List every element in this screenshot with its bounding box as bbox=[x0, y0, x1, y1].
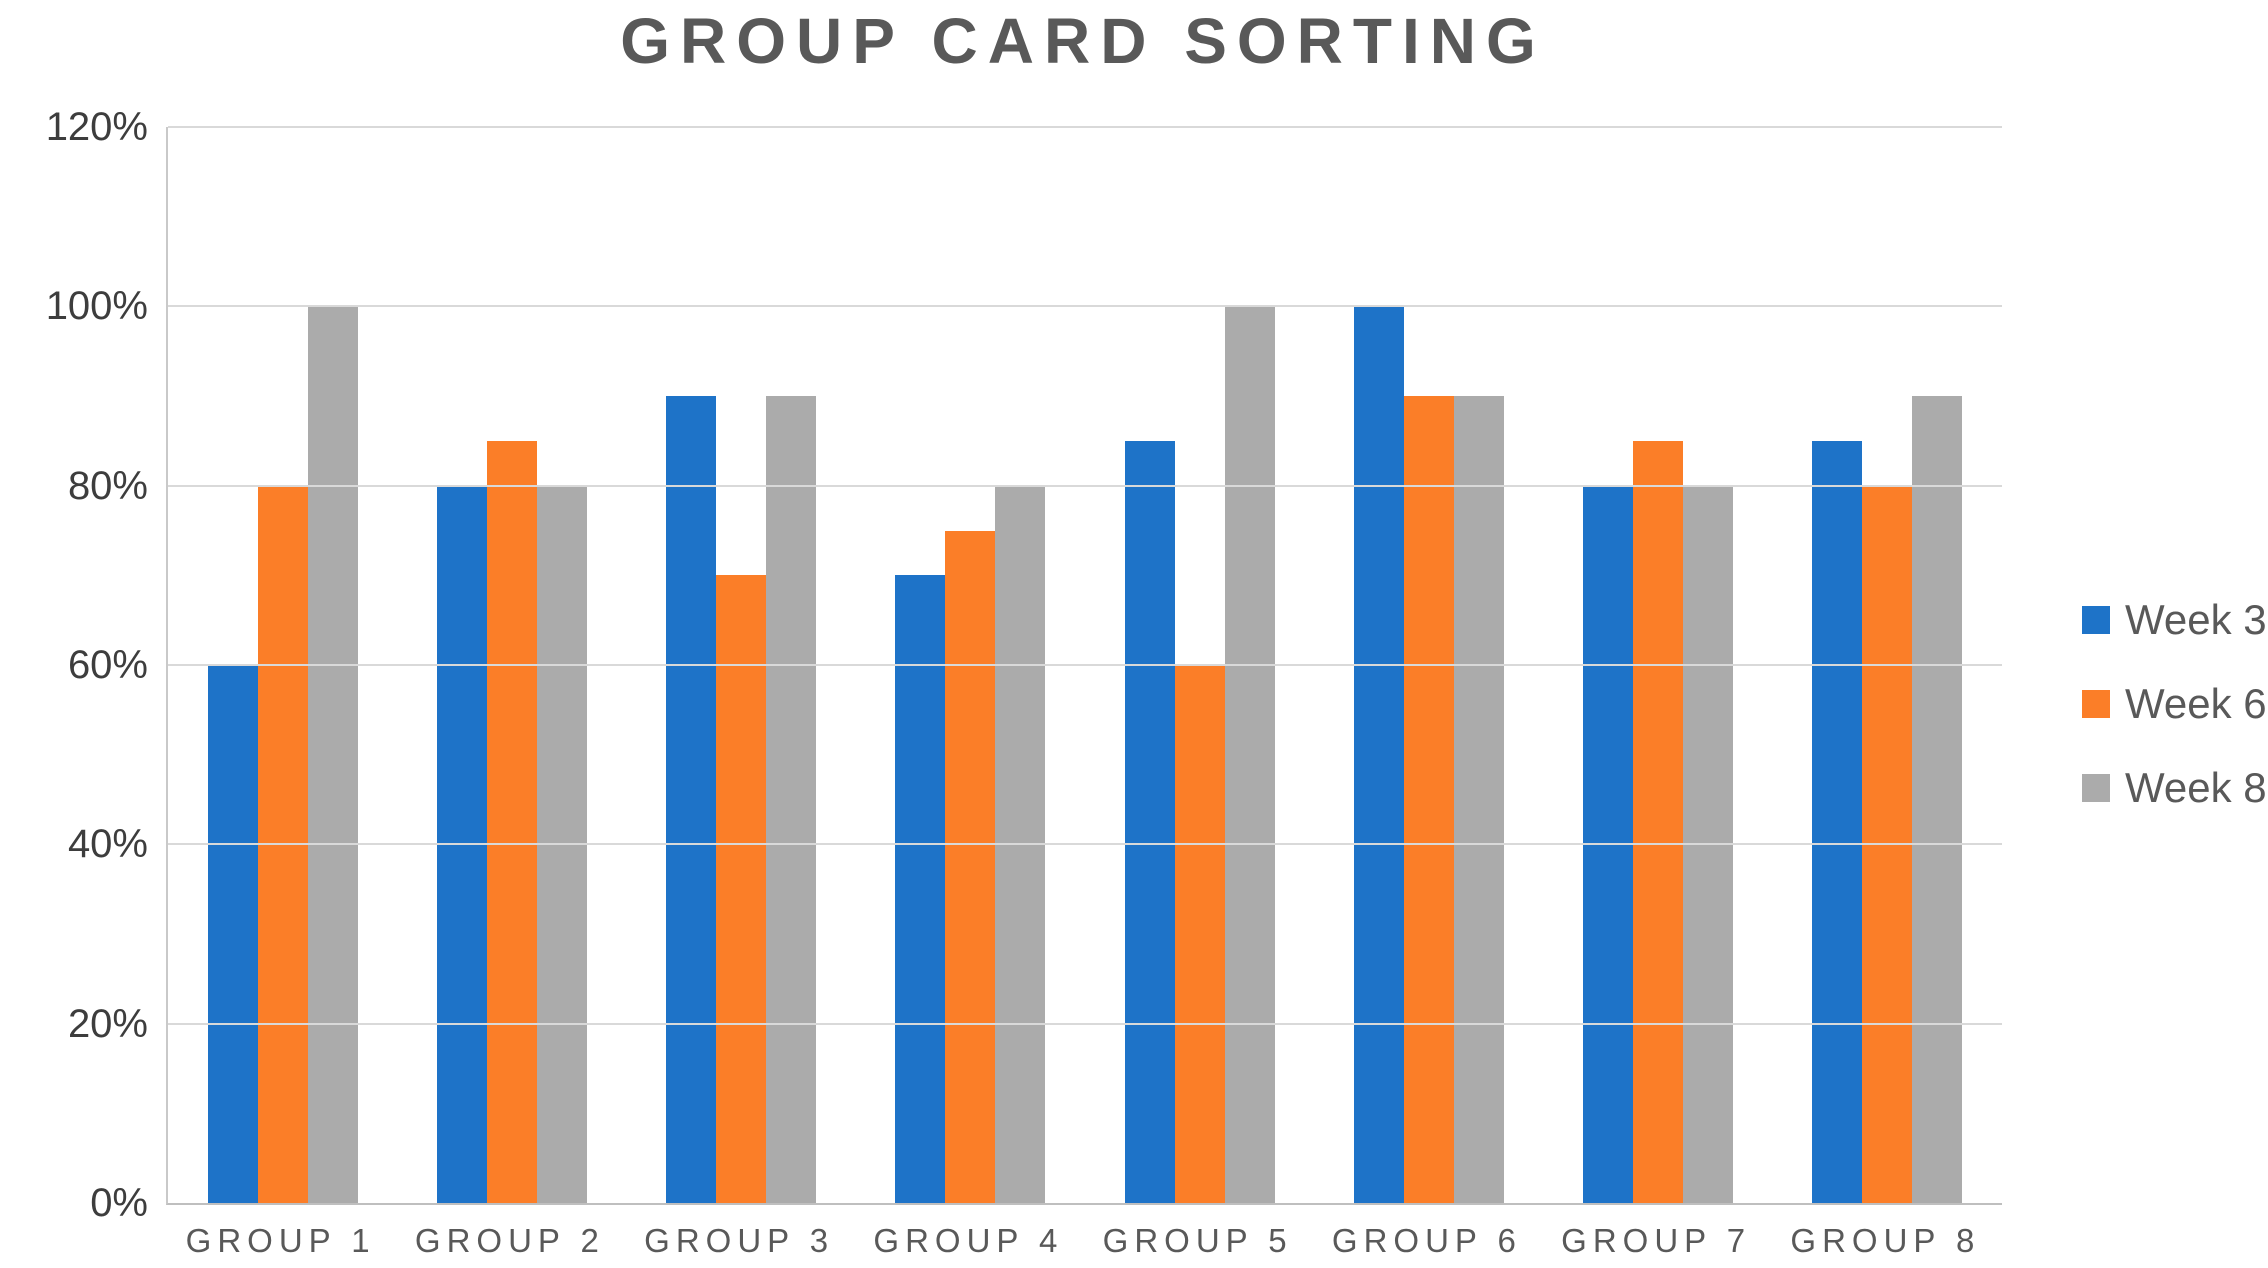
legend-item-week-3: Week 3 bbox=[2082, 596, 2267, 644]
bar-groups bbox=[168, 127, 2002, 1203]
x-label-group-3: GROUP 3 bbox=[644, 1222, 835, 1259]
x-label-group-5: GROUP 5 bbox=[1102, 1222, 1293, 1259]
x-label-group-2: GROUP 2 bbox=[414, 1222, 605, 1259]
x-label-group-6: GROUP 6 bbox=[1331, 1222, 1522, 1259]
legend-swatch-week-8 bbox=[2082, 774, 2110, 802]
bar-week-8-group-3 bbox=[766, 396, 817, 1203]
legend-item-week-8: Week 8 bbox=[2082, 764, 2267, 812]
bar-week-3-group-1 bbox=[207, 665, 258, 1203]
gridline-80 bbox=[168, 484, 2002, 487]
x-label-group-1: GROUP 1 bbox=[185, 1222, 376, 1259]
chart-title: GROUP CARD SORTING bbox=[620, 5, 1546, 77]
bar-week-6-group-6 bbox=[1403, 396, 1454, 1203]
bar-week-3-group-6 bbox=[1353, 306, 1404, 1203]
bar-group-group-6 bbox=[1314, 127, 1543, 1203]
gridline-40 bbox=[168, 843, 2002, 846]
bar-week-6-group-4 bbox=[945, 530, 996, 1203]
bar-week-3-group-3 bbox=[666, 396, 717, 1203]
bar-week-6-group-2 bbox=[486, 440, 537, 1203]
x-label-group-8: GROUP 8 bbox=[1790, 1222, 1981, 1259]
bar-week-3-group-4 bbox=[895, 575, 946, 1203]
x-label-group-4: GROUP 4 bbox=[873, 1222, 1064, 1259]
y-axis-tick-labels: 120% 100% 80% 60% 40% 20% 0% bbox=[0, 107, 148, 1223]
y-tick-label-0: 0% bbox=[90, 1181, 148, 1225]
bar-week-6-group-3 bbox=[716, 575, 767, 1203]
bar-week-8-group-5 bbox=[1224, 306, 1275, 1203]
y-tick-label-40: 40% bbox=[67, 822, 148, 867]
y-tick-label-120: 120% bbox=[45, 105, 148, 149]
bar-week-8-group-8 bbox=[1912, 396, 1963, 1203]
bar-week-8-group-1 bbox=[307, 306, 358, 1203]
gridline-20 bbox=[168, 1022, 2002, 1025]
bar-week-8-group-6 bbox=[1453, 396, 1504, 1203]
y-tick-label-20: 20% bbox=[67, 1001, 148, 1046]
legend: Week 3 Week 6 Week 8 bbox=[2082, 596, 2267, 812]
legend-label-week-6: Week 6 bbox=[2125, 680, 2267, 727]
bar-group-group-8 bbox=[1773, 127, 2002, 1203]
y-tick-label-80: 80% bbox=[67, 463, 148, 508]
bar-week-3-group-8 bbox=[1812, 440, 1863, 1203]
y-tick-label-100: 100% bbox=[45, 284, 148, 329]
gridline-120 bbox=[168, 126, 2002, 128]
x-axis-category-labels: GROUP 1 GROUP 2 GROUP 3 GROUP 4 GROUP 5 GROUP… bbox=[166, 1222, 2000, 1260]
legend-label-week-8: Week 8 bbox=[2125, 764, 2267, 811]
bar-week-3-group-5 bbox=[1124, 440, 1175, 1203]
legend-swatch-week-6 bbox=[2082, 690, 2110, 718]
legend-label-week-3: Week 3 bbox=[2125, 596, 2267, 643]
plot-area bbox=[166, 126, 2002, 1205]
bar-week-6-group-7 bbox=[1633, 440, 1684, 1203]
legend-swatch-week-3 bbox=[2082, 606, 2110, 634]
legend-item-week-6: Week 6 bbox=[2082, 680, 2267, 728]
bar-group-group-3 bbox=[627, 127, 856, 1203]
x-label-group-7: GROUP 7 bbox=[1561, 1222, 1752, 1259]
gridline-60 bbox=[168, 664, 2002, 666]
gridline-100 bbox=[168, 305, 2002, 308]
bar-week-6-group-5 bbox=[1174, 665, 1225, 1203]
y-tick-label-60: 60% bbox=[67, 643, 148, 687]
bar-group-group-5 bbox=[1085, 127, 1314, 1203]
